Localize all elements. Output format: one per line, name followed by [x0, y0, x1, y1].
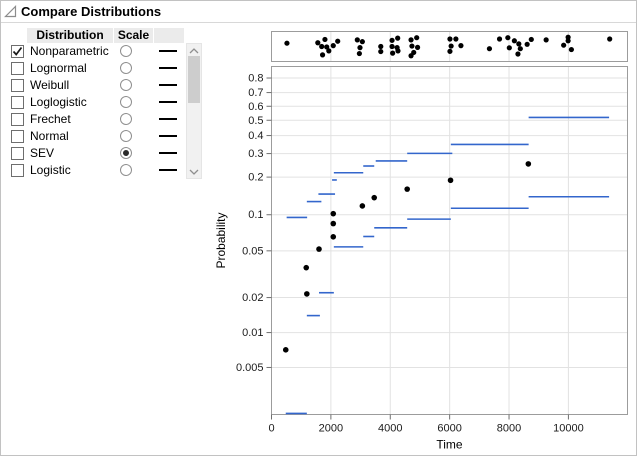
- event-point[interactable]: [607, 36, 612, 41]
- event-point[interactable]: [355, 37, 360, 42]
- y-tick-label: 0.5: [248, 115, 263, 127]
- event-point[interactable]: [331, 43, 336, 48]
- event-point[interactable]: [395, 36, 400, 41]
- y-tick-label: 0.8: [248, 73, 263, 85]
- event-plot: [272, 32, 628, 62]
- event-point[interactable]: [408, 53, 413, 58]
- event-point[interactable]: [512, 38, 517, 43]
- event-point[interactable]: [449, 43, 454, 48]
- event-point[interactable]: [395, 48, 400, 53]
- y-tick-label: 0.6: [248, 101, 263, 113]
- event-point[interactable]: [320, 52, 325, 57]
- event-point[interactable]: [505, 35, 510, 40]
- y-tick-label: 0.05: [242, 245, 263, 257]
- probability-point[interactable]: [304, 291, 310, 297]
- y-tick-label: 0.01: [242, 327, 263, 339]
- event-point[interactable]: [408, 37, 413, 42]
- event-point[interactable]: [569, 47, 574, 52]
- probability-point[interactable]: [283, 347, 289, 353]
- event-point[interactable]: [390, 51, 395, 56]
- event-point[interactable]: [518, 46, 523, 51]
- x-tick-label: 10000: [553, 423, 584, 435]
- probability-point[interactable]: [316, 246, 322, 252]
- event-point[interactable]: [409, 43, 414, 48]
- event-point[interactable]: [487, 46, 492, 51]
- event-point[interactable]: [447, 36, 452, 41]
- event-point[interactable]: [529, 37, 534, 42]
- event-point[interactable]: [497, 36, 502, 41]
- event-point[interactable]: [322, 37, 327, 42]
- event-point[interactable]: [378, 44, 383, 49]
- probability-point[interactable]: [303, 265, 309, 271]
- probability-plot: 0.8 0.7 0.6 0.5 0.4 0.3 0.2 0.1 0.05 0.02 0.01 0.00…: [236, 67, 628, 435]
- event-point[interactable]: [525, 42, 530, 47]
- event-point[interactable]: [447, 49, 452, 54]
- x-tick-label: 8000: [497, 423, 521, 435]
- event-point[interactable]: [515, 51, 520, 56]
- x-tick-label: 4000: [378, 423, 402, 435]
- event-point[interactable]: [319, 44, 324, 49]
- event-point[interactable]: [389, 38, 394, 43]
- x-axis-title: Time: [436, 438, 463, 452]
- y-tick-label: 0.1: [248, 209, 263, 221]
- event-point[interactable]: [544, 37, 549, 42]
- event-point[interactable]: [357, 45, 362, 50]
- event-point[interactable]: [566, 38, 571, 43]
- event-point[interactable]: [335, 39, 340, 44]
- event-point[interactable]: [360, 39, 365, 44]
- x-tick-label: 0: [268, 423, 274, 435]
- probability-point[interactable]: [360, 203, 366, 209]
- probability-point[interactable]: [404, 186, 410, 192]
- y-tick-label: 0.7: [248, 87, 263, 99]
- event-point[interactable]: [389, 44, 394, 49]
- probability-point[interactable]: [371, 195, 377, 201]
- event-point[interactable]: [561, 43, 566, 48]
- probability-point[interactable]: [448, 177, 454, 183]
- y-tick-label: 0.02: [242, 292, 263, 304]
- y-tick-label: 0.3: [248, 148, 263, 160]
- event-point[interactable]: [378, 49, 383, 54]
- probability-point[interactable]: [330, 234, 336, 240]
- x-tick-label: 6000: [437, 423, 461, 435]
- probability-point[interactable]: [330, 211, 336, 217]
- event-point[interactable]: [315, 40, 320, 45]
- y-tick-label: 0.005: [236, 362, 264, 374]
- event-point[interactable]: [357, 51, 362, 56]
- event-point[interactable]: [458, 43, 463, 48]
- x-tick-label: 2000: [319, 423, 343, 435]
- y-tick-label: 0.4: [248, 130, 263, 142]
- event-point[interactable]: [326, 48, 331, 53]
- event-point[interactable]: [516, 41, 521, 46]
- y-tick-label: 0.2: [248, 172, 263, 184]
- probability-point[interactable]: [330, 221, 336, 227]
- event-point[interactable]: [415, 45, 420, 50]
- event-point[interactable]: [284, 41, 289, 46]
- event-point[interactable]: [507, 45, 512, 50]
- y-axis-title: Probability: [214, 212, 228, 268]
- probability-point[interactable]: [526, 161, 532, 167]
- event-point[interactable]: [453, 36, 458, 41]
- event-point[interactable]: [414, 35, 419, 40]
